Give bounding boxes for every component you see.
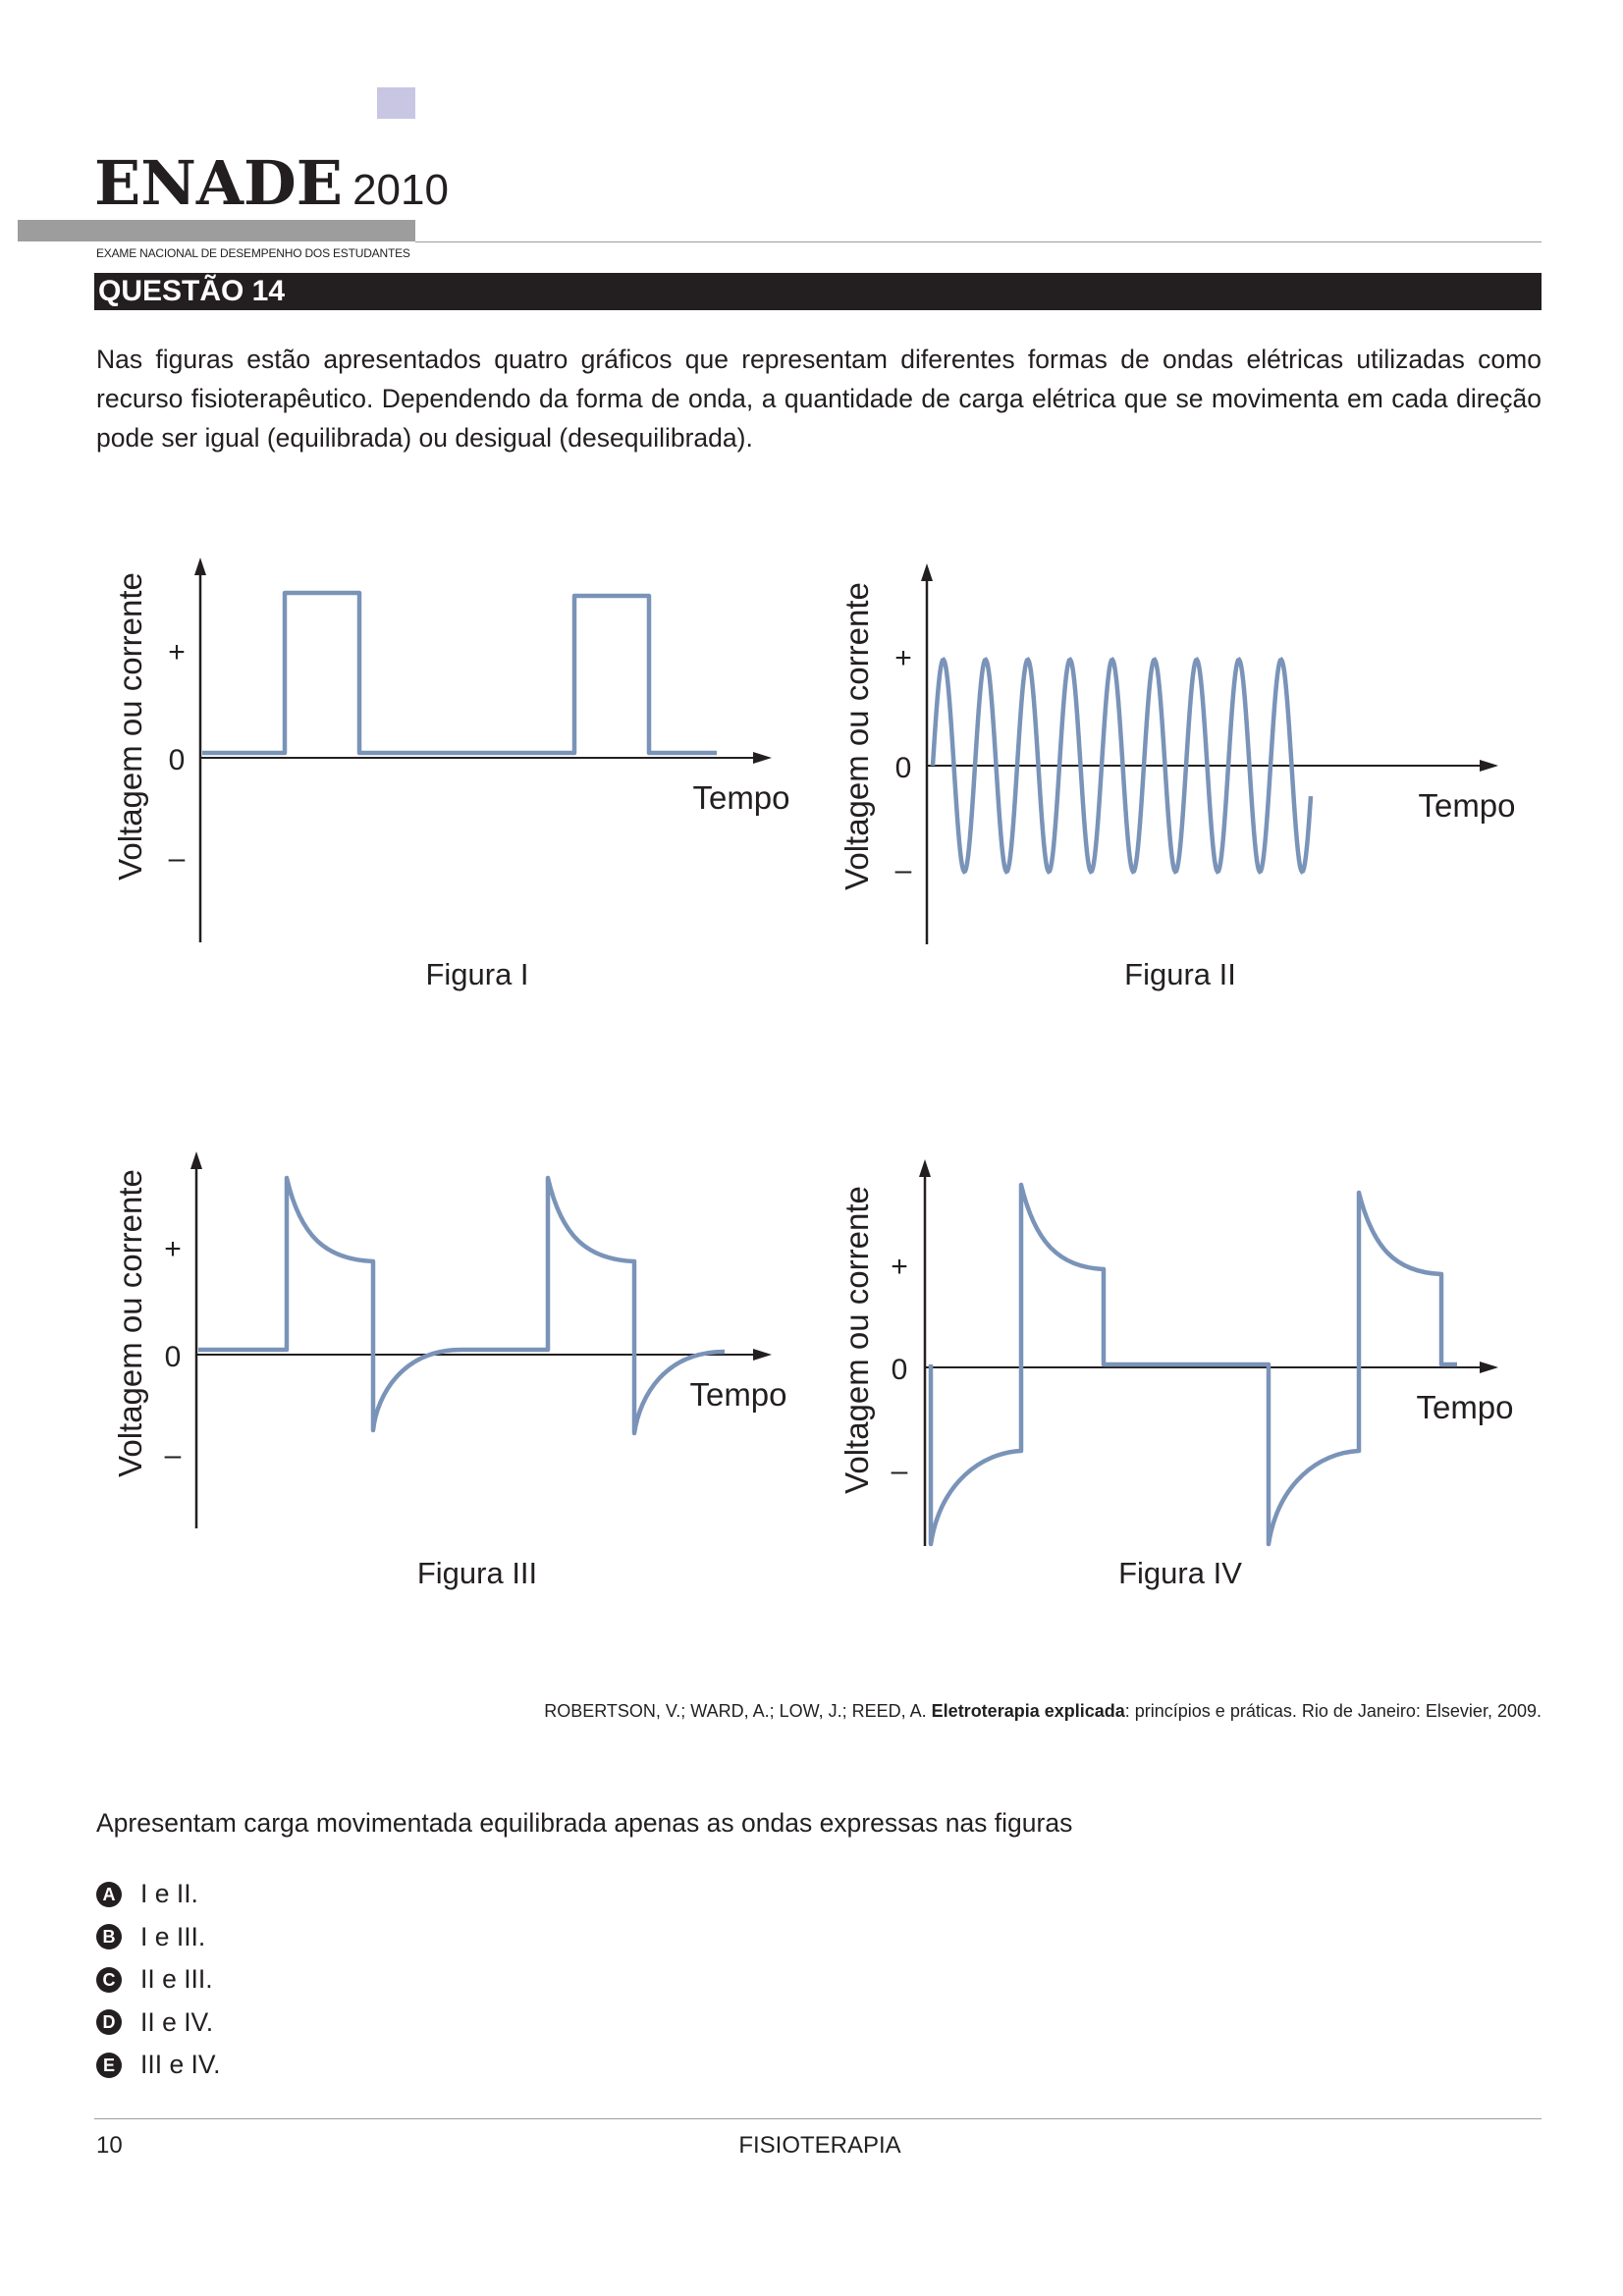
option-c[interactable]: C II e III. <box>96 1958 221 2002</box>
header-bar <box>18 220 415 241</box>
tick-plus: + <box>164 1233 182 1265</box>
reference-title: Eletroterapia explicada <box>931 1701 1125 1721</box>
waveform-line <box>198 1175 726 1436</box>
figure-3-caption: Figura III <box>416 1556 538 1590</box>
tick-zero: 0 <box>892 1354 908 1386</box>
option-d-badge: D <box>96 2009 122 2036</box>
option-e-badge: E <box>96 2052 122 2078</box>
tick-zero: 0 <box>165 1341 182 1373</box>
logo-brand: ENADE <box>94 147 344 219</box>
option-a[interactable]: A I e II. <box>96 1873 221 1916</box>
waveform-line <box>928 1182 1457 1547</box>
option-e-text: III e IV. <box>140 2050 221 2080</box>
figure-1-caption: Figura I <box>425 957 529 991</box>
figure-2: Voltagem ou corrente + 0 – Tempo Figura … <box>835 550 1522 991</box>
reference-rest: : princípios e práticas. Rio de Janeiro:… <box>1124 1701 1542 1721</box>
y-axis-arrow <box>194 558 206 575</box>
option-e[interactable]: E III e IV. <box>96 2044 221 2087</box>
question-intro: Nas figuras estão apresentados quatro gr… <box>96 345 1542 453</box>
waveform-line <box>202 590 717 756</box>
y-axis-label: Voltagem ou corrente <box>839 1186 875 1494</box>
enade-logo: ENADE 2010 <box>94 147 449 226</box>
y-axis-label: Voltagem ou corrente <box>112 572 148 881</box>
option-d[interactable]: D II e IV. <box>96 2002 221 2045</box>
x-axis-arrow <box>753 1349 772 1361</box>
tick-minus: – <box>892 1455 908 1487</box>
tick-plus: + <box>891 1251 908 1283</box>
y-axis-label: Voltagem ou corrente <box>112 1169 148 1477</box>
figure-2-chart: Voltagem ou corrente + 0 – Tempo <box>839 563 1516 944</box>
figure-1: Voltagem ou corrente + 0 – Tempo Figura … <box>108 550 795 991</box>
x-axis-arrow <box>1480 760 1498 772</box>
x-axis-label: Tempo <box>1418 787 1515 824</box>
header-subtitle: EXAME NACIONAL DE DESEMPENHO DOS ESTUDAN… <box>96 246 410 260</box>
tick-zero: 0 <box>895 752 912 784</box>
tick-minus: – <box>165 1439 182 1471</box>
header-rule <box>415 241 1542 242</box>
tick-plus: + <box>168 636 186 668</box>
figure-3: Voltagem ou corrente + 0 – Tempo Figura … <box>108 1144 795 1590</box>
page-number: 10 <box>96 2132 123 2159</box>
figure-4-caption: Figura IV <box>1118 1556 1242 1590</box>
x-axis-label: Tempo <box>692 779 789 816</box>
waveform-line <box>930 657 1314 875</box>
answer-options: A I e II. B I e III. C II e III. D II e … <box>96 1873 221 2087</box>
tick-minus: – <box>895 854 912 886</box>
question-title-bar: QUESTÃO 14 <box>94 273 1542 310</box>
option-a-badge: A <box>96 1881 122 1907</box>
option-d-text: II e IV. <box>140 2006 214 2037</box>
question-prompt: Apresentam carga movimentada equilibrada… <box>96 1808 1073 1838</box>
figure-1-chart: Voltagem ou corrente + 0 – Tempo <box>112 558 790 942</box>
figure-4-chart: Voltagem ou corrente + 0 – Tempo <box>839 1159 1514 1547</box>
y-axis-arrow <box>190 1151 202 1169</box>
tick-minus: – <box>169 842 186 875</box>
option-c-badge: C <box>96 1966 122 1993</box>
footer-course: FISIOTERAPIA <box>738 2132 901 2159</box>
bibliographic-reference: ROBERTSON, V.; WARD, A.; LOW, J.; REED, … <box>544 1701 1542 1722</box>
option-a-text: I e II. <box>140 1879 198 1909</box>
x-axis-label: Tempo <box>1416 1389 1513 1425</box>
option-b-badge: B <box>96 1924 122 1950</box>
y-axis-label: Voltagem ou corrente <box>839 582 875 890</box>
figure-3-chart: Voltagem ou corrente + 0 – Tempo <box>112 1151 787 1528</box>
option-b[interactable]: B I e III. <box>96 1916 221 1959</box>
logo-year: 2010 <box>352 166 449 214</box>
y-axis-arrow <box>921 563 933 581</box>
reference-authors: ROBERTSON, V.; WARD, A.; LOW, J.; REED, … <box>544 1701 932 1721</box>
y-axis-arrow <box>919 1159 931 1177</box>
tick-zero: 0 <box>169 744 186 776</box>
header-accent-square <box>377 87 415 119</box>
option-c-text: II e III. <box>140 1964 213 1995</box>
footer-rule <box>94 2118 1542 2119</box>
x-axis-arrow <box>753 752 772 764</box>
x-axis-label: Tempo <box>689 1376 786 1413</box>
option-b-text: I e III. <box>140 1921 206 1951</box>
figure-2-caption: Figura II <box>1124 957 1236 991</box>
question-title: QUESTÃO 14 <box>98 275 286 307</box>
x-axis-arrow <box>1480 1362 1498 1373</box>
tick-plus: + <box>894 642 912 674</box>
figure-4: Voltagem ou corrente + 0 – Tempo Figura … <box>835 1144 1522 1590</box>
